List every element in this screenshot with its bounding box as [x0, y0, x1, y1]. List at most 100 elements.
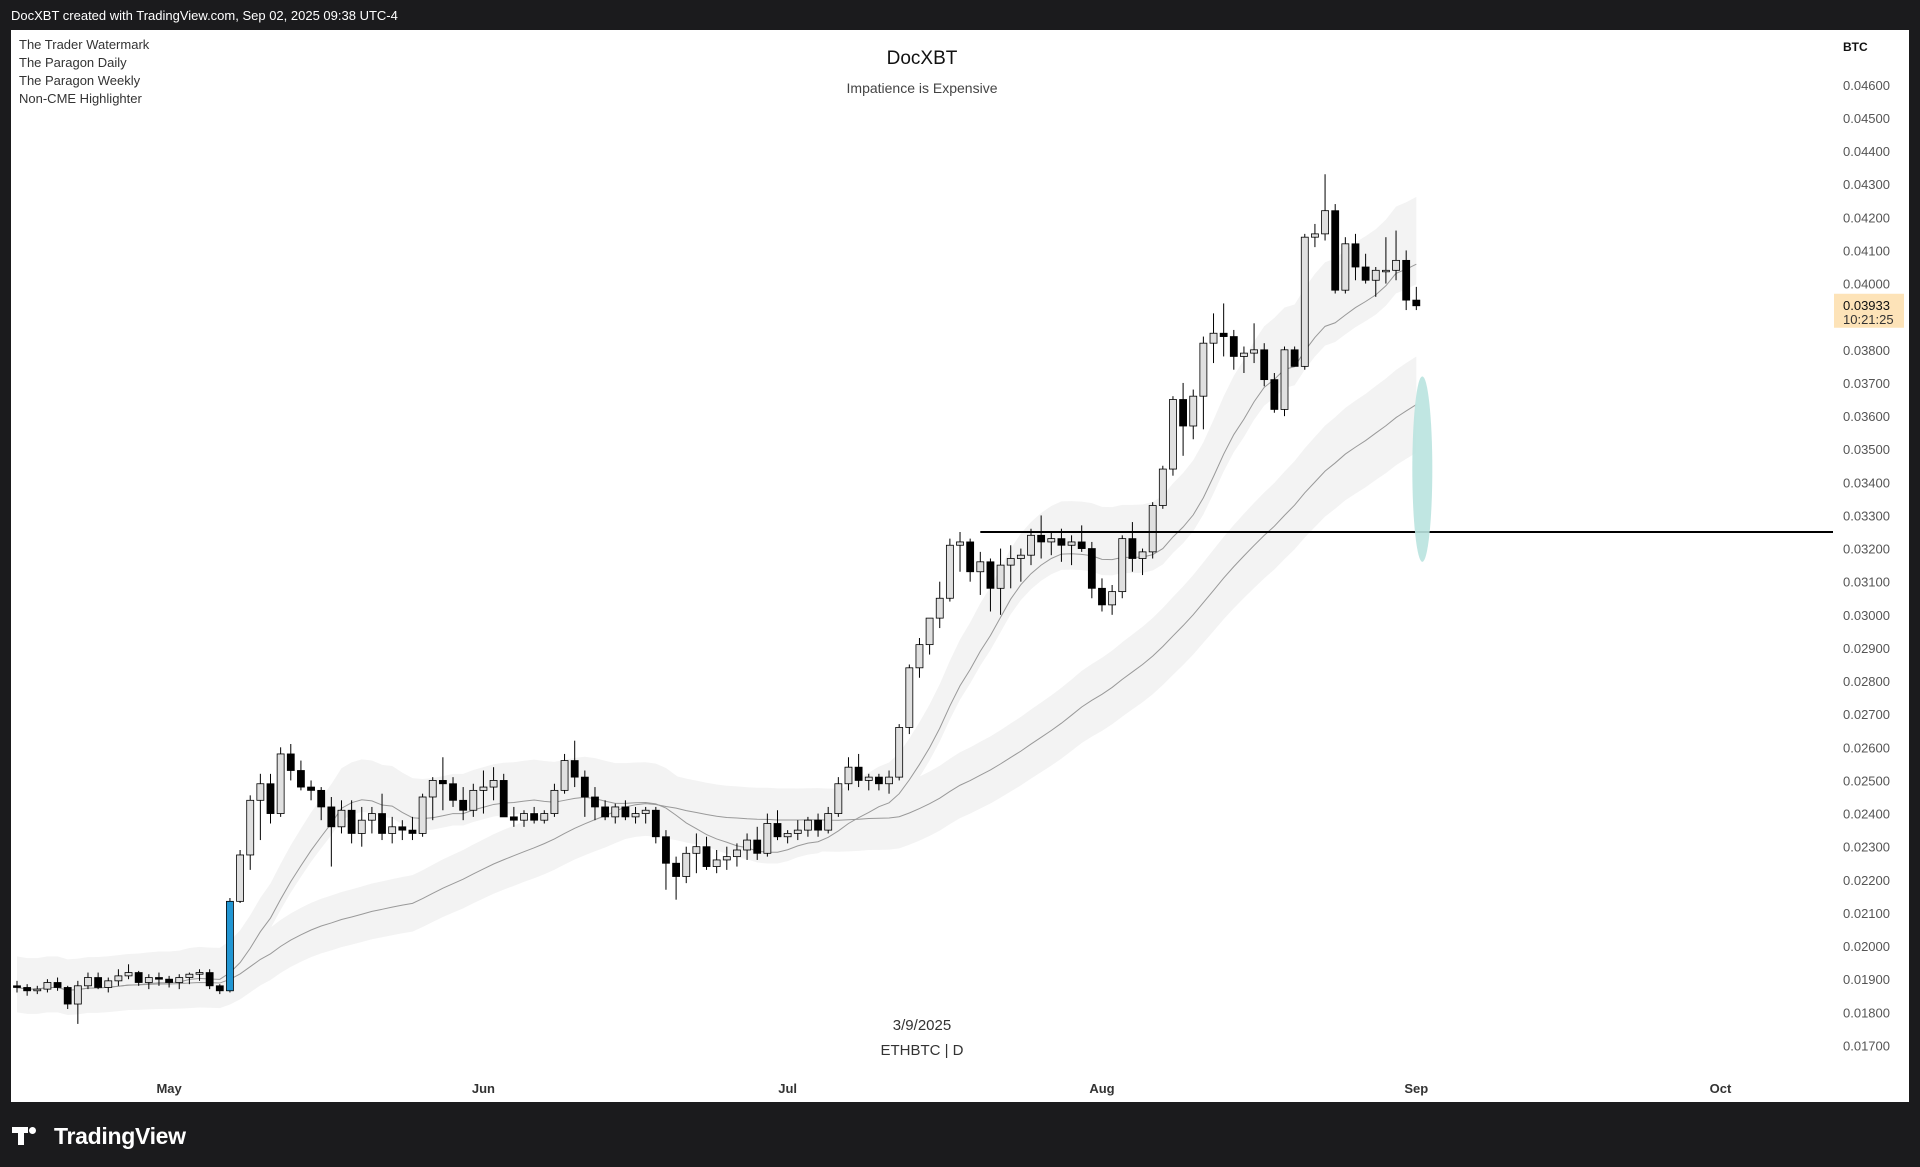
price-tick-label: 0.03400: [1843, 475, 1890, 490]
candle: [570, 740, 579, 788]
candle: [449, 777, 457, 807]
candle: [398, 820, 407, 841]
candle-body: [1179, 399, 1187, 427]
candle: [408, 816, 417, 841]
candle-body: [1250, 349, 1258, 354]
candle-body: [1006, 558, 1015, 566]
candle: [175, 974, 184, 990]
candle: [651, 806, 660, 844]
indicator-label[interactable]: The Paragon Weekly: [19, 73, 141, 88]
candle: [438, 757, 447, 811]
price-tick-label: 0.02700: [1843, 707, 1890, 722]
price-tick-label: 0.04000: [1843, 277, 1890, 292]
candle-body: [935, 597, 944, 619]
candle-body: [509, 816, 518, 821]
candle-body: [1311, 233, 1319, 238]
candle-body: [1209, 332, 1218, 344]
bands-layer: [16, 196, 1417, 1015]
brand-name: TradingView: [54, 1122, 186, 1149]
candle-body: [114, 975, 123, 982]
candle: [489, 767, 498, 801]
candle-body: [1341, 243, 1350, 291]
candle-body: [560, 760, 569, 791]
candle-body: [1361, 266, 1370, 281]
candle-body: [1057, 538, 1066, 546]
candle-body: [479, 786, 488, 791]
candle: [1229, 329, 1238, 370]
candle: [591, 787, 599, 821]
time-tick-label: Sep: [1404, 1081, 1428, 1096]
candle: [895, 724, 904, 781]
candle: [1392, 230, 1400, 281]
candle-body: [175, 977, 184, 983]
candle-body: [1077, 541, 1086, 549]
candle-body: [966, 541, 975, 573]
indicator-label[interactable]: The Paragon Daily: [19, 55, 127, 70]
candle-body: [1138, 551, 1147, 559]
candle-body: [94, 977, 103, 988]
candle: [905, 664, 914, 735]
candle: [611, 803, 620, 824]
candle-body: [722, 856, 731, 861]
currency-label: BTC: [1843, 40, 1868, 54]
candle-body: [875, 776, 883, 785]
candle: [864, 773, 873, 791]
candle-body: [1331, 210, 1340, 291]
candle-body: [1392, 259, 1400, 271]
time-axis: May Jun Jul Aug Sep Oct: [156, 1081, 1732, 1096]
indicator-label[interactable]: Non-CME Highlighter: [19, 91, 142, 106]
tradingview-logo[interactable]: TradingView: [12, 1122, 186, 1150]
candle-body: [1382, 269, 1390, 273]
candle-body: [814, 819, 822, 831]
candle: [1260, 343, 1269, 387]
candle-body: [408, 829, 417, 834]
candle: [986, 558, 995, 612]
candles-layer: [13, 174, 1421, 1024]
candle-body: [1402, 259, 1411, 301]
candle-body: [621, 806, 630, 818]
candle: [1402, 250, 1411, 311]
candle: [854, 753, 863, 788]
candle-body: [297, 770, 305, 788]
price-tick-label: 0.02000: [1843, 939, 1890, 954]
candle-body: [520, 813, 528, 821]
candle-body: [256, 783, 265, 801]
candle-body: [864, 776, 873, 781]
candle: [1270, 373, 1279, 413]
watermark-date: 3/9/2025: [893, 1017, 951, 1034]
candle: [246, 795, 255, 870]
candle: [53, 977, 62, 991]
candle: [530, 806, 539, 824]
candle: [1240, 346, 1248, 373]
candle: [1169, 396, 1177, 476]
candle: [33, 985, 42, 995]
candle: [1057, 528, 1066, 562]
candle-body: [804, 819, 812, 831]
candle-body: [1290, 349, 1299, 367]
candle-body: [753, 839, 762, 854]
candle-body: [895, 727, 904, 778]
candle-body: [763, 823, 772, 854]
candle: [114, 969, 123, 986]
candle: [226, 898, 234, 993]
candle: [1341, 237, 1350, 294]
candle-body: [124, 972, 133, 977]
candle-body: [236, 854, 244, 902]
candle: [733, 843, 741, 867]
candle-body: [104, 980, 113, 988]
time-tick-label: Jun: [472, 1081, 495, 1096]
price-axis: 0.04600 0.04500 0.04400 0.04300 0.04200 0.041…: [1833, 30, 1909, 1102]
candle: [1148, 502, 1157, 559]
candle-body: [1148, 505, 1157, 553]
candle: [357, 806, 366, 847]
time-tick-label: Oct: [1710, 1081, 1732, 1096]
candle-body: [580, 776, 589, 798]
candle: [956, 532, 964, 572]
candle-body: [144, 977, 153, 983]
candle: [641, 806, 650, 824]
candle-body: [1351, 243, 1360, 268]
price-tick-label: 0.03100: [1843, 575, 1890, 590]
indicator-label[interactable]: The Trader Watermark: [19, 37, 150, 52]
candle: [1351, 233, 1360, 281]
